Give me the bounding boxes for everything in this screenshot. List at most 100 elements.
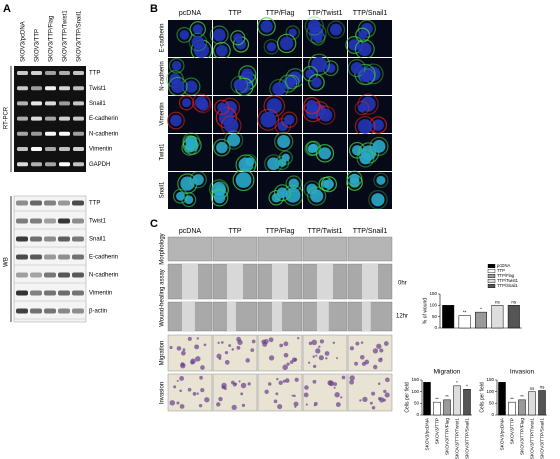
micrograph [167, 334, 213, 372]
nucleus [179, 30, 190, 40]
lane-label: SKOV3/TTP/Twist1 [63, 10, 69, 62]
stained-cell [179, 376, 185, 381]
column-label: TTP [228, 10, 242, 17]
bar [518, 399, 526, 416]
band [44, 200, 56, 206]
band [45, 147, 56, 151]
stained-cell [284, 378, 290, 383]
nucleus [371, 193, 385, 207]
stained-cell [378, 357, 383, 363]
band [30, 308, 42, 314]
nucleus [279, 36, 294, 51]
legend-label: TTP/Snail1 [497, 283, 518, 288]
row-label: β-actin [89, 309, 107, 315]
micrograph [212, 236, 258, 262]
band [17, 147, 28, 151]
stained-cell [286, 362, 290, 366]
bar [453, 385, 461, 416]
stained-cell [264, 389, 269, 394]
y-tick-label: 150 [486, 377, 494, 382]
cell-stain [357, 19, 376, 38]
nucleus [213, 191, 226, 204]
y-tick-label: 100 [411, 389, 419, 394]
micrograph [167, 373, 213, 412]
cell-stain [172, 188, 188, 204]
nucleus [216, 141, 228, 154]
nucleus [238, 157, 254, 173]
x-tick-label: SKOV3/TTP/Twist1 [529, 418, 535, 459]
legend-swatch [487, 284, 496, 289]
bar [508, 401, 516, 416]
bar [458, 315, 471, 329]
stained-cell [315, 348, 321, 354]
nucleus [185, 80, 198, 93]
nucleus [330, 23, 342, 36]
nucleus [191, 35, 205, 49]
micrograph [302, 236, 348, 262]
annotation: ns [540, 385, 546, 390]
band [30, 218, 42, 224]
band [16, 308, 28, 314]
panel-label: C [150, 218, 158, 230]
cell-stain [178, 95, 195, 111]
y-tick-label: 0 [491, 412, 494, 417]
bar [491, 305, 504, 329]
nucleus [233, 78, 246, 91]
band [73, 71, 84, 75]
stained-cell [180, 350, 186, 356]
stained-cell [372, 348, 379, 354]
stained-cell [333, 386, 336, 389]
band [17, 116, 28, 121]
stained-cell [349, 379, 354, 385]
band [73, 101, 84, 106]
band [73, 162, 84, 167]
stained-cell [379, 397, 385, 403]
y-axis-label: Cells per field [479, 382, 485, 413]
stained-cell [318, 355, 324, 361]
wound-gap [182, 302, 195, 331]
annotation: * [456, 380, 458, 385]
nucleus [184, 195, 194, 205]
stained-cell [194, 344, 200, 350]
rtpcr-label: RT-PCR [4, 106, 10, 129]
band [30, 272, 42, 278]
band [58, 254, 70, 260]
stained-cell [179, 404, 185, 409]
row-label: Invasion [160, 382, 166, 404]
x-tick-label: SKOV3/pcDNA [424, 417, 430, 450]
stained-cell [297, 336, 300, 340]
band [30, 254, 42, 260]
micrograph [212, 334, 258, 372]
column-label: TTP [228, 228, 242, 235]
band [59, 116, 70, 121]
stained-cell [335, 402, 341, 408]
stained-cell [303, 392, 309, 398]
cell-stain [354, 63, 376, 86]
cell-stain [214, 99, 230, 115]
row-label: TTP [89, 71, 100, 77]
stained-cell [234, 382, 237, 386]
stained-cell [179, 389, 182, 393]
stained-cell [379, 348, 384, 353]
nucleus [227, 133, 241, 147]
nucleus [307, 19, 321, 33]
band [45, 162, 56, 167]
column-label: TTP/Snail1 [353, 228, 388, 235]
band [58, 200, 70, 206]
band [72, 254, 84, 260]
stained-cell [236, 345, 241, 350]
nucleus [195, 96, 208, 109]
cell-stain [194, 95, 212, 114]
band [72, 272, 84, 278]
stained-cell [190, 360, 195, 365]
cell-stain [284, 74, 300, 90]
stained-cell [294, 377, 299, 382]
band [59, 71, 70, 75]
stained-cell [250, 348, 255, 353]
legend-swatch [487, 264, 496, 269]
lane-label: SKOV3/TTP [35, 29, 41, 62]
nucleus [348, 39, 361, 51]
stained-cell [312, 379, 317, 384]
stained-cell [341, 375, 346, 380]
wound-gap [182, 264, 198, 299]
